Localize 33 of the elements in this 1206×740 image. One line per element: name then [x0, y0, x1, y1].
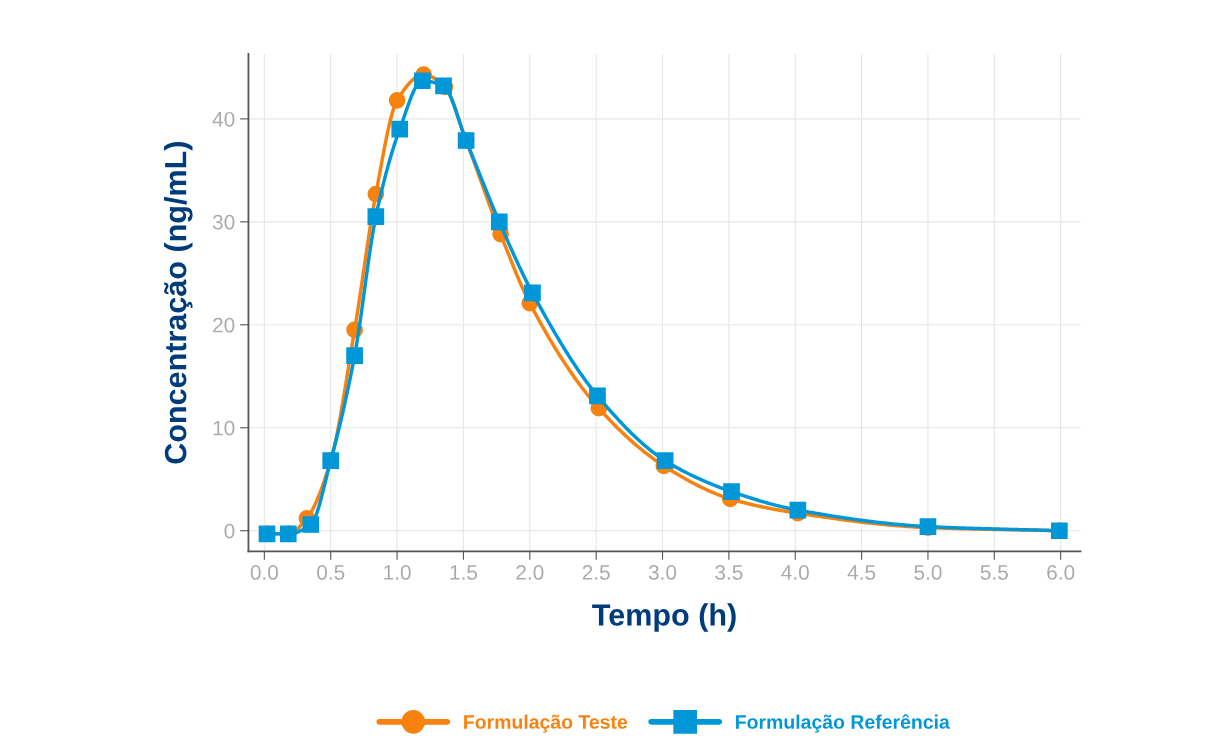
point [656, 452, 674, 470]
x-tick-label: 0.0 [250, 565, 279, 580]
legend-label: Formulação Referência [736, 714, 950, 733]
x-axis-title: Tempo (h) [592, 603, 736, 632]
point [413, 72, 431, 90]
y-axis-title: Concentração (ng/mL) [164, 142, 193, 464]
point [367, 208, 385, 226]
point [346, 347, 363, 365]
x-tick-label: 3.0 [648, 565, 677, 580]
y-tick-label: 40 [212, 111, 235, 127]
point [589, 387, 606, 405]
x-tick-label: 6.0 [1047, 565, 1075, 580]
point [388, 92, 406, 109]
legend-label: Formulação Teste [464, 714, 628, 733]
y-tick-label: 10 [213, 420, 235, 436]
point [391, 120, 409, 138]
x-tick-label: 5.5 [980, 565, 1008, 580]
point [723, 483, 740, 500]
x-tick-label: 3.5 [715, 565, 743, 580]
x-tick-label: 4.0 [781, 565, 809, 580]
point [524, 284, 541, 302]
y-tick-label: 0 [224, 523, 235, 539]
point [302, 516, 320, 533]
y-tick-label: 30 [212, 214, 235, 230]
x-tick-label: 0.5 [317, 565, 345, 580]
x-tick-label: 1.0 [384, 565, 411, 580]
x-tick-label: 4.5 [847, 565, 876, 580]
y-tick-label: 20 [213, 317, 235, 333]
point [490, 213, 508, 231]
x-tick-label: 5.0 [914, 565, 942, 580]
x-tick-label: 1.5 [450, 565, 478, 580]
x-tick-label: 2.0 [516, 565, 544, 580]
x-tick-label: 2.5 [582, 565, 610, 580]
